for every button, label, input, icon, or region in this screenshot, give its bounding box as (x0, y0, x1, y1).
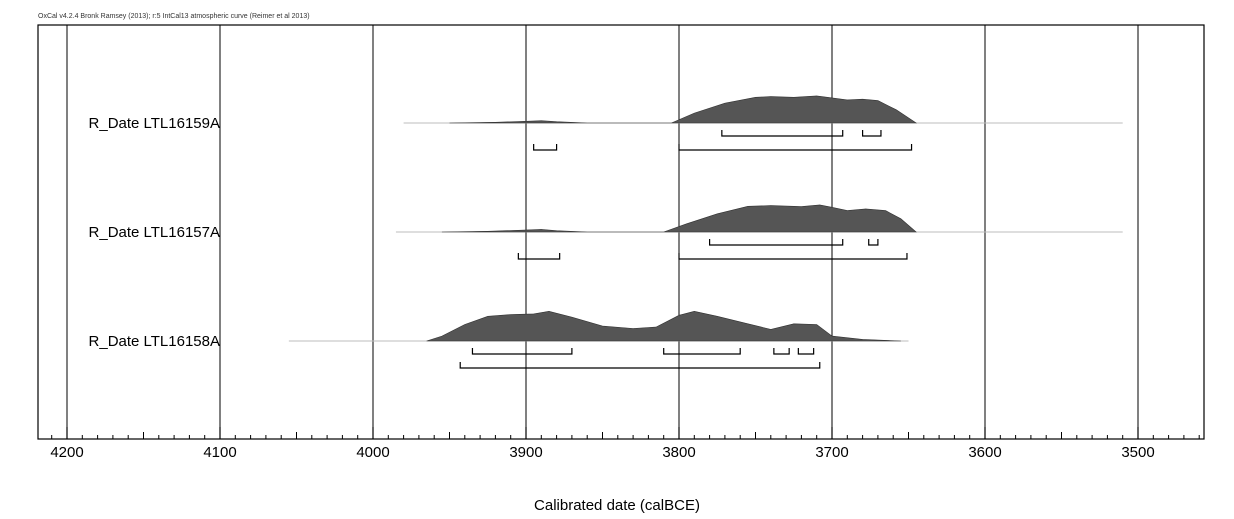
tick-label: 3800 (662, 444, 695, 461)
range-95-bracket (678, 253, 908, 260)
range-68-bracket (663, 348, 741, 355)
tick-label: 4000 (356, 444, 389, 461)
range-68-bracket (721, 130, 844, 137)
tick-label: 3700 (815, 444, 848, 461)
gridlines (66, 25, 1139, 439)
chart-credit: OxCal v4.2.4 Bronk Ramsey (2013); r:5 In… (38, 13, 310, 20)
x-axis-label: Calibrated date (calBCE) (534, 497, 700, 514)
tick-label: 4100 (203, 444, 236, 461)
range-68-bracket (773, 348, 790, 355)
range-95-bracket (459, 362, 821, 369)
tick-label: 3500 (1121, 444, 1154, 461)
plot-frame (37, 24, 1205, 440)
x-axis: 4200 4100 4000 3900 3800 3700 3600 3500 (50, 427, 1200, 461)
range-68-bracket (471, 348, 573, 355)
tick-label: 4200 (50, 444, 83, 461)
range-95-bracket (517, 253, 561, 260)
probability-distribution (449, 95, 918, 124)
series-labels: R_Date LTL16159A R_Date LTL16157A R_Date L… (89, 115, 220, 350)
tick-label: 3900 (509, 444, 542, 461)
range-68-bracket (868, 239, 879, 246)
range-95-bracket (533, 144, 558, 151)
probability-distribution (441, 204, 917, 233)
range-68-bracket (709, 239, 844, 246)
series-area (288, 95, 1123, 369)
series-label: R_Date LTL16157A (89, 224, 220, 241)
range-68-bracket (797, 348, 815, 355)
range-95-bracket (678, 144, 913, 151)
series-label: R_Date LTL16158A (89, 333, 220, 350)
range-68-bracket (862, 130, 882, 137)
series-label: R_Date LTL16159A (89, 115, 220, 132)
tick-label: 3600 (968, 444, 1001, 461)
probability-distribution (426, 310, 901, 342)
